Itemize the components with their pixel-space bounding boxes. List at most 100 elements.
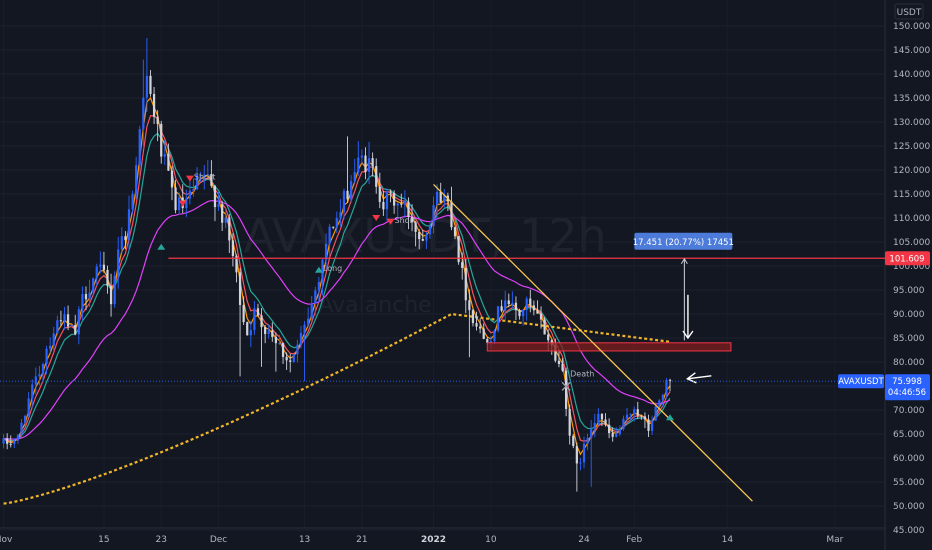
candle-body bbox=[102, 264, 106, 270]
signal-label: Long bbox=[323, 264, 342, 273]
sell-marker bbox=[386, 218, 395, 225]
candle-body bbox=[156, 116, 159, 124]
candle-body bbox=[385, 191, 389, 210]
candle-body bbox=[389, 191, 392, 193]
arrow-left bbox=[687, 375, 712, 380]
candle-body bbox=[568, 408, 571, 436]
candle-body bbox=[63, 314, 66, 321]
candle-body bbox=[633, 409, 636, 415]
candle-body bbox=[206, 174, 209, 176]
candle-body bbox=[195, 174, 199, 190]
candle-body bbox=[593, 422, 596, 429]
candle-body bbox=[464, 267, 467, 301]
candle-body bbox=[615, 433, 618, 437]
candle-body bbox=[407, 201, 410, 218]
candle-body bbox=[106, 269, 109, 286]
candle-body bbox=[432, 205, 435, 226]
x-tick-label: 21 bbox=[356, 535, 367, 545]
buy-marker bbox=[666, 414, 675, 421]
y-tick-label: 85.000 bbox=[893, 334, 925, 344]
candle-body bbox=[38, 374, 41, 377]
candle-body bbox=[131, 194, 134, 210]
candle-body bbox=[135, 165, 138, 195]
candle-body bbox=[23, 415, 27, 423]
candle-body bbox=[618, 428, 621, 434]
candle-body bbox=[16, 435, 20, 441]
candle-body bbox=[13, 440, 16, 445]
buy-marker bbox=[314, 266, 323, 273]
candle-body bbox=[418, 232, 421, 240]
candle-body bbox=[421, 239, 424, 241]
candle-body bbox=[260, 315, 263, 328]
y-tick-label: 70.000 bbox=[893, 406, 925, 416]
measure-label: 17.451 (20.77%) 17451 bbox=[633, 238, 734, 248]
y-tick-label: 80.000 bbox=[893, 358, 925, 368]
y-tick-label: 125.000 bbox=[893, 142, 930, 152]
candle-body bbox=[27, 398, 30, 416]
candle-body bbox=[350, 181, 353, 200]
candle-body bbox=[507, 300, 510, 305]
last-price-tag bbox=[885, 374, 930, 401]
candle-body bbox=[109, 285, 113, 305]
candle-body bbox=[496, 306, 500, 331]
candle-body bbox=[636, 409, 639, 416]
candle-body bbox=[285, 356, 288, 361]
candle-body bbox=[145, 75, 149, 98]
candle-body bbox=[70, 324, 73, 327]
candle-body bbox=[335, 218, 338, 228]
candle-body bbox=[371, 158, 374, 167]
candle-body bbox=[489, 341, 492, 343]
candle-body bbox=[99, 264, 102, 267]
candle-body bbox=[493, 330, 496, 342]
candle-body bbox=[661, 394, 664, 401]
candle-body bbox=[668, 379, 672, 382]
candle-body bbox=[224, 217, 227, 223]
candle-body bbox=[66, 314, 70, 327]
candle-body bbox=[213, 185, 217, 208]
candle-body bbox=[242, 304, 245, 323]
candle-body bbox=[643, 416, 647, 420]
sell-marker bbox=[372, 215, 381, 221]
candle-body bbox=[163, 154, 166, 157]
candle-body bbox=[264, 327, 267, 334]
candle-body bbox=[342, 190, 346, 213]
x-tick-label: 23 bbox=[156, 535, 167, 545]
candle-body bbox=[357, 157, 360, 173]
candle-body bbox=[375, 166, 378, 187]
candle-body bbox=[654, 406, 657, 421]
measure-arrowhead bbox=[680, 257, 688, 265]
candle-body bbox=[471, 310, 475, 324]
y-tick-label: 110.000 bbox=[893, 214, 930, 224]
candle-body bbox=[84, 294, 88, 300]
symbol-tag bbox=[838, 374, 884, 389]
currency-box bbox=[894, 3, 924, 20]
candle-body bbox=[607, 424, 611, 434]
candle-body bbox=[170, 170, 174, 188]
y-axis[interactable]: USDT 150.000 145.000 140.000 135.000 130.000… bbox=[884, 0, 932, 550]
candle-body bbox=[457, 236, 460, 263]
x-tick-label: 24 bbox=[578, 535, 590, 545]
y-tick-label: 100.000 bbox=[893, 262, 930, 272]
candle-body bbox=[332, 226, 335, 228]
candle-body bbox=[185, 198, 188, 209]
candle-body bbox=[52, 333, 55, 346]
candle-body bbox=[468, 300, 471, 311]
candle-body bbox=[579, 462, 582, 464]
candle-body bbox=[310, 303, 313, 319]
candle-body bbox=[393, 192, 396, 206]
price-zone bbox=[486, 342, 732, 352]
candle-body bbox=[482, 328, 485, 339]
candle-body bbox=[20, 422, 23, 436]
candle-body bbox=[192, 189, 195, 191]
x-axis[interactable]: Nov 15 23 Dec 13 21 2022 10 24 Feb 14 Mar bbox=[0, 527, 885, 545]
y-tick-label: 45.000 bbox=[893, 526, 925, 536]
candle-body bbox=[256, 308, 260, 316]
candle-body bbox=[88, 292, 91, 300]
candle-body bbox=[167, 154, 170, 171]
candle-body bbox=[511, 302, 514, 305]
candle-body bbox=[274, 336, 278, 344]
candle-body bbox=[9, 443, 12, 445]
candle-body bbox=[364, 155, 367, 172]
x-tick-label: 2022 bbox=[421, 535, 446, 545]
